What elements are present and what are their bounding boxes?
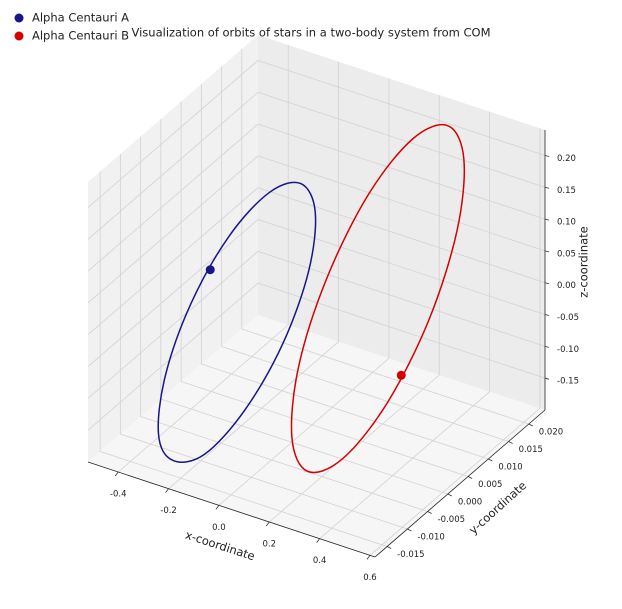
z-tick-mark (544, 250, 550, 253)
z-tick-mark (544, 282, 550, 285)
grid-line (241, 328, 529, 425)
x-tick-label: -0.4 (110, 490, 127, 500)
orbit-line (157, 181, 317, 463)
x-tick-mark (316, 538, 320, 543)
grid-line (87, 282, 259, 431)
z-tick-mark (544, 218, 550, 221)
grid-line (257, 219, 546, 315)
grid-line (120, 433, 408, 530)
chart-title: Visualization of orbits of stars in a tw… (131, 26, 490, 40)
grid-line (218, 358, 390, 506)
x-tick-label: -0.2 (160, 506, 177, 516)
legend-label: Alpha Centauri B (32, 29, 129, 43)
grid-line (87, 219, 259, 367)
grid-line (160, 398, 448, 495)
grid-line (140, 416, 428, 512)
floor-pane (88, 315, 545, 557)
y-axis-line (374, 409, 546, 558)
grid-line (87, 123, 259, 272)
legend-label: Alpha Centauri A (32, 11, 129, 25)
grid-line (257, 282, 546, 379)
y-tick-label: -0.005 (438, 515, 465, 525)
x-tick-mark (265, 521, 270, 527)
grid-line (221, 346, 509, 442)
grid-line (87, 251, 259, 399)
grid-line (201, 363, 489, 460)
grid-line (117, 324, 289, 473)
legend-marker (14, 31, 24, 41)
panes (88, 35, 545, 557)
x-tick-mark (165, 488, 169, 493)
z-tick-mark (544, 186, 550, 189)
x-tick-label: 0.6 (363, 573, 377, 583)
z-axis-label: z-coordinate (577, 226, 591, 298)
y-tick-label: 0.020 (539, 428, 563, 438)
y-tick-label: 0.000 (458, 498, 482, 508)
z-tick-label: 0.15 (557, 186, 576, 196)
x-tick-label: 0.4 (313, 556, 327, 566)
grid-line (257, 60, 546, 156)
grid (87, 45, 546, 556)
y-tick-mark (407, 528, 412, 532)
y-tick-label: 0.005 (478, 480, 502, 490)
z-tick-label: 0.20 (557, 154, 576, 164)
x-axis-label: x-coordinate (184, 528, 257, 564)
left-pane (88, 35, 258, 462)
y-tick-mark (488, 458, 493, 462)
grid-line (369, 408, 541, 556)
grid-line (87, 155, 259, 304)
z-tick-mark (544, 345, 550, 348)
x-axis-line (87, 461, 376, 558)
z-tick-label: -0.05 (557, 313, 579, 323)
z-tick-mark (544, 314, 550, 316)
grid-line (257, 123, 546, 220)
y-tick-mark (427, 511, 432, 514)
y-tick-mark (528, 423, 533, 427)
y-tick-mark (386, 546, 392, 549)
star-marker (396, 370, 406, 380)
y-tick-mark (447, 493, 453, 497)
z-tick-mark (544, 377, 550, 380)
y-tick-label: 0.010 (498, 463, 522, 473)
legend: Alpha Centauri A Alpha Centauri B (14, 11, 129, 43)
back-pane (258, 35, 545, 410)
x-tick-mark (114, 471, 119, 477)
y-tick-label: 0.015 (519, 445, 543, 455)
y-tick-mark (508, 441, 513, 444)
z-tick-label: 0.10 (557, 218, 576, 228)
z-tick-label: 0.05 (557, 249, 576, 259)
y-tick-mark (467, 476, 473, 479)
y-tick-label: -0.015 (397, 550, 424, 560)
grid-line (257, 155, 546, 252)
grid-line (87, 91, 259, 240)
grid-line (319, 391, 490, 539)
x-tick-label: 0.2 (262, 540, 276, 550)
grid-line (257, 187, 546, 284)
orbit-line (290, 123, 466, 474)
x-tick-mark (215, 505, 220, 510)
y-tick-label: -0.010 (417, 533, 444, 543)
legend-marker (14, 13, 24, 23)
grid-line (87, 60, 259, 208)
z-tick-label: 0.00 (557, 281, 576, 291)
grid-line (180, 381, 469, 477)
grid-line (257, 250, 546, 347)
z-tick-mark (544, 155, 550, 157)
x-tick-mark (366, 555, 371, 560)
star-marker (205, 265, 215, 275)
grid-line (168, 341, 339, 489)
data-layer (157, 123, 466, 474)
grid-line (87, 187, 259, 336)
z-tick-label: -0.15 (557, 377, 579, 387)
grid-line (257, 91, 546, 188)
axes: -0.4 -0.2 0.0 0.2 0.4 0.6 -0.015 -0.010 -0.005 0.… (87, 130, 579, 583)
x-tick-label: 0.0 (212, 523, 226, 533)
grid-line (100, 451, 388, 547)
z-tick-label: -0.10 (557, 345, 579, 355)
